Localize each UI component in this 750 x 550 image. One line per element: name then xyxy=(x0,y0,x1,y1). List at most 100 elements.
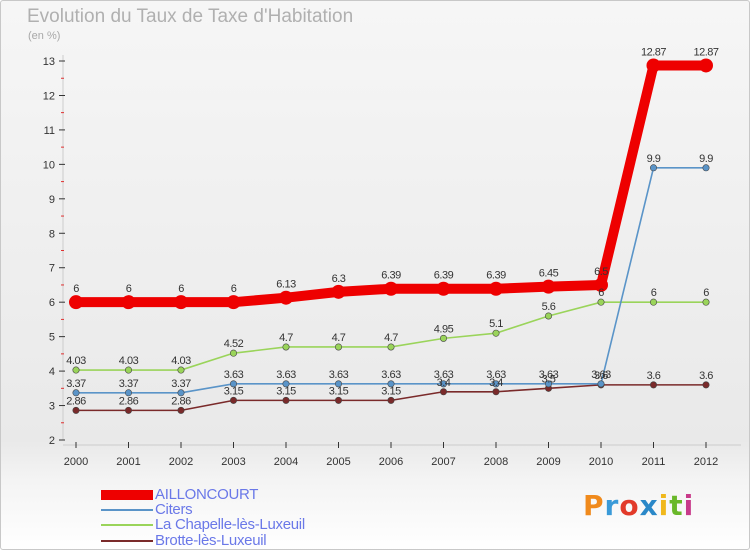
data-point xyxy=(541,279,556,294)
data-label: 4.03 xyxy=(66,355,86,367)
legend-swatch xyxy=(101,540,153,542)
data-label: 4.03 xyxy=(171,355,191,367)
legend-swatch xyxy=(101,509,153,511)
legend-item: AILLONCOURT xyxy=(101,486,461,503)
data-point xyxy=(230,349,238,357)
data-label: 9.9 xyxy=(699,153,713,165)
data-point xyxy=(702,298,710,306)
data-point xyxy=(282,343,290,351)
data-label: 6 xyxy=(598,287,604,299)
data-label: 4.03 xyxy=(119,355,139,367)
data-label: 2.86 xyxy=(119,395,139,407)
data-label: 4.7 xyxy=(384,332,398,344)
data-point xyxy=(436,281,451,296)
logo-letter: x xyxy=(639,489,659,522)
data-point xyxy=(69,295,83,310)
logo-letter: i xyxy=(683,489,695,522)
data-point xyxy=(597,380,605,388)
y-tick-label: 10 xyxy=(43,159,55,171)
data-label: 3.5 xyxy=(542,373,556,385)
data-label: 6 xyxy=(73,283,79,295)
data-point xyxy=(226,295,241,310)
data-point xyxy=(72,366,80,374)
data-label: 6.39 xyxy=(381,270,401,282)
x-tick-label: 2011 xyxy=(642,456,666,468)
data-point xyxy=(702,381,710,389)
data-point xyxy=(649,298,657,306)
legend-item: Brotte-lès-Luxeuil xyxy=(101,532,461,549)
x-tick-label: 2002 xyxy=(169,456,193,468)
data-point xyxy=(387,343,395,351)
logo-letter: r xyxy=(604,489,620,522)
legend-swatch xyxy=(101,524,153,526)
data-label: 3.6 xyxy=(594,370,608,382)
y-tick-label: 12 xyxy=(43,90,55,102)
data-label: 3.6 xyxy=(699,370,713,382)
data-label: 6 xyxy=(231,283,237,295)
x-tick-label: 2006 xyxy=(379,456,403,468)
data-point xyxy=(544,380,552,388)
data-point xyxy=(384,281,398,296)
data-label: 4.7 xyxy=(279,332,293,344)
data-point xyxy=(125,366,133,374)
y-tick-label: 13 xyxy=(43,56,55,68)
data-label: 6.13 xyxy=(276,279,296,291)
data-point xyxy=(439,388,447,396)
data-label: 3.63 xyxy=(486,369,506,381)
y-tick-label: 5 xyxy=(49,332,55,344)
data-label: 3.37 xyxy=(119,378,139,390)
data-label: 4.52 xyxy=(224,338,244,350)
data-point xyxy=(594,277,608,292)
data-label: 3.4 xyxy=(489,377,503,389)
data-label: 12.87 xyxy=(641,46,666,58)
data-point xyxy=(489,281,503,296)
unit-label: (en %) xyxy=(28,30,61,42)
data-point xyxy=(439,334,447,342)
chart-title: Evolution du Taux de Taxe d'Habitation xyxy=(27,6,354,27)
data-label: 3.15 xyxy=(381,385,401,397)
data-label: 3.63 xyxy=(591,369,611,381)
x-tick-label: 2001 xyxy=(116,456,140,468)
legend-label: Citers xyxy=(155,501,193,518)
y-tick-label: 6 xyxy=(49,297,55,309)
data-label: 5.1 xyxy=(489,318,503,330)
data-point xyxy=(334,343,342,351)
x-tick-label: 2007 xyxy=(431,456,455,468)
data-point xyxy=(125,406,133,414)
legend-swatch xyxy=(101,490,153,500)
data-label: 6.39 xyxy=(486,270,506,282)
data-point xyxy=(646,58,661,73)
x-tick-label: 2012 xyxy=(694,456,718,468)
data-point xyxy=(334,380,342,388)
data-point xyxy=(387,380,395,388)
data-point xyxy=(492,380,500,388)
data-label: 2.86 xyxy=(171,395,191,407)
data-label: 3.6 xyxy=(647,370,661,382)
data-label: 3.63 xyxy=(434,369,454,381)
data-point xyxy=(387,396,395,404)
data-label: 6 xyxy=(178,283,184,295)
data-label: 6.3 xyxy=(332,273,346,285)
proxiti-logo: Proxiti xyxy=(583,489,694,522)
legend-label: Brotte-lès-Luxeuil xyxy=(155,532,267,549)
data-label: 12.87 xyxy=(693,46,718,58)
data-label: 3.4 xyxy=(437,377,451,389)
y-tick-label: 11 xyxy=(44,125,55,137)
x-tick-label: 2003 xyxy=(221,456,245,468)
data-label: 3.37 xyxy=(66,378,86,390)
data-point xyxy=(492,388,500,396)
data-point xyxy=(699,58,713,73)
data-label: 3.15 xyxy=(276,385,296,397)
y-tick-label: 7 xyxy=(49,263,55,275)
legend-label: La Chapelle-lès-Luxeuil xyxy=(155,516,305,533)
data-label: 6 xyxy=(651,287,657,299)
data-label: 6 xyxy=(703,287,709,299)
data-label: 3.63 xyxy=(381,369,401,381)
x-tick-label: 2005 xyxy=(326,456,350,468)
data-point xyxy=(279,290,293,305)
data-label: 3.63 xyxy=(329,369,349,381)
data-point xyxy=(177,389,185,397)
data-point xyxy=(331,284,346,299)
